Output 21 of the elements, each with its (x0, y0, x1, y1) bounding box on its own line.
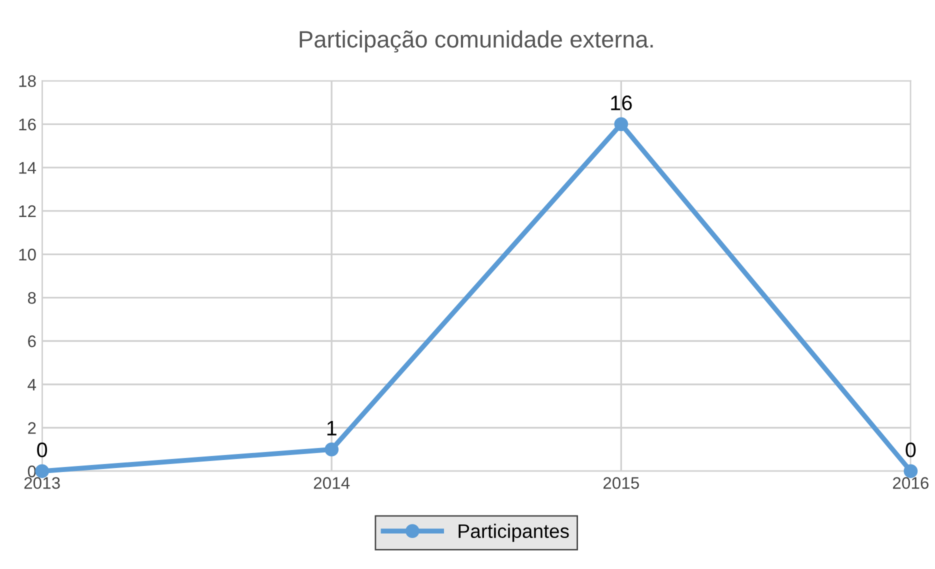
y-tick-label: 12 (19, 205, 36, 217)
data-label: 0 (906, 442, 916, 458)
legend-label: Participantes (458, 524, 569, 542)
y-tick-label: 0 (28, 466, 36, 478)
y-tick-label: 2 (28, 422, 36, 434)
data-label: 16 (611, 96, 632, 110)
point (324, 442, 339, 456)
y-tick-label: 8 (28, 292, 36, 304)
x-tick-label: 2016 (892, 477, 928, 489)
chart-title: Participação comunidade externa. (300, 30, 653, 52)
x-tick-label: 2013 (24, 477, 60, 489)
y-tick-label: 10 (19, 248, 36, 260)
y-tick-label: 14 (19, 162, 36, 174)
y-tick-label: 6 (28, 335, 36, 348)
y-tick-label: 18 (19, 75, 36, 87)
x-tick-label: 2015 (603, 477, 639, 489)
y-tick-label: 16 (19, 118, 36, 130)
point (614, 117, 628, 132)
y-tick-label: 4 (28, 378, 36, 390)
data-label: 1 (327, 421, 336, 436)
x-tick-label: 2014 (314, 477, 350, 489)
